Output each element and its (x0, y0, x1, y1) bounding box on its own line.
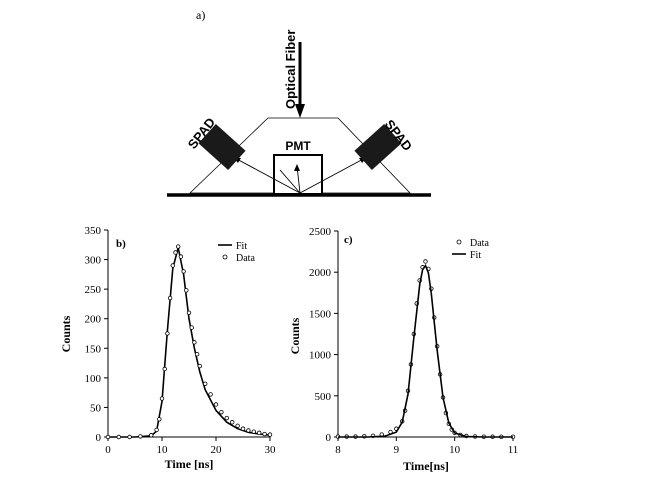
chart-b-data-point (184, 288, 189, 293)
chart-b-legend-swatch-marker (222, 254, 228, 260)
chart-b-y-tick-label: 100 (85, 373, 102, 385)
chart-b-y-tick-label: 200 (85, 314, 102, 326)
chart-b-data-point (138, 434, 143, 439)
chart-b-panel-label: b) (116, 238, 126, 250)
chart-b-data-point (159, 396, 165, 401)
chart-b-x-tick-label: 20 (211, 444, 223, 456)
chart-b-data-point (189, 325, 194, 330)
chart-b-x-tick-label: 0 (105, 444, 111, 456)
chart-b-data-point (208, 392, 213, 397)
chart-b-data-point (224, 415, 229, 421)
chart-b-x-axis-label: Time [ns] (165, 457, 214, 471)
chart-b-legend-label: Fit (236, 241, 247, 252)
chart-b-data-point (219, 409, 224, 415)
chart-b-data-point (170, 263, 175, 268)
panel-a-schematic: a) Optical Fiber PMT SPAD SPAD (167, 8, 431, 197)
ray-up-left (279, 169, 301, 194)
chart-b-data-point (116, 434, 121, 440)
chart-c-legend-label: Data (470, 238, 489, 249)
chart-c-y-tick-label: 0 (326, 432, 332, 444)
chart-b-y-tick-label: 0 (96, 432, 102, 444)
spad-right-detector (354, 123, 402, 171)
chart-b-legend-label: Data (236, 253, 255, 264)
chart-b-y-tick-label: 350 (85, 225, 102, 237)
chart-b-data-point (267, 432, 273, 437)
chart-c-x-tick-label: 11 (508, 444, 519, 456)
ray-up-arrowhead (294, 164, 300, 171)
chart-c-x-tick-label: 10 (449, 444, 461, 456)
chart-b-data-point (148, 433, 154, 438)
chart-c-legend-label: Fit (470, 250, 481, 261)
chart-b-data-point (167, 295, 173, 301)
chart-c-legend-swatch-marker (456, 239, 462, 245)
chart-b-data-point (202, 381, 208, 386)
panel-a-label: a) (196, 8, 205, 22)
chart-b-data-point (262, 431, 267, 437)
chart-c-series-fit-line (338, 263, 513, 438)
chart-c-y-tick-label: 1500 (309, 308, 332, 320)
chart-c-x-tick-label: 8 (335, 444, 341, 456)
chart-b: b) Time [ns] Counts 05010015020025030035… (59, 225, 276, 471)
chart-b-data-point (157, 417, 162, 422)
chart-b-data-point (246, 428, 251, 433)
chart-b-data-point (175, 244, 181, 249)
chart-c-panel-label: c) (344, 234, 353, 246)
chart-b-data-point (194, 352, 200, 357)
chart-b-data-point (235, 423, 240, 428)
chart-b-data-point (197, 363, 202, 369)
fiber-label: Optical Fiber (283, 30, 298, 109)
chart-c-data-point (423, 259, 428, 264)
chart-b-y-tick-label: 250 (85, 284, 102, 296)
chart-c: c) Time[ns] Counts 0 500 1000 1500 2000 2500 8… (288, 226, 518, 473)
chart-b-data-point (181, 269, 186, 274)
chart-b-data-point (162, 366, 167, 372)
chart-c-y-axis-label: Counts (288, 317, 302, 354)
chart-b-data-point (173, 250, 178, 255)
chart-c-y-tick-label: 2500 (309, 226, 332, 238)
chart-b-y-axis-label: Counts (59, 315, 73, 352)
chart-b-x-tick-label: 30 (265, 444, 277, 456)
chart-b-x-tick-label: 10 (157, 444, 169, 456)
chart-b-y-tick-label: 300 (85, 255, 102, 267)
fiber-arrowhead (295, 104, 305, 118)
spad-left-detector (198, 123, 246, 171)
chart-b-data-point (251, 429, 256, 434)
ray-right (299, 156, 368, 194)
chart-b-data-point (240, 426, 246, 431)
chart-c-y-tick-label: 500 (315, 391, 332, 403)
chart-c-x-axis-label: Time[ns] (403, 459, 449, 473)
chart-b-y-tick-label: 150 (85, 343, 102, 355)
trapezoid-housing (189, 117, 411, 194)
chart-b-data-point (154, 427, 159, 433)
chart-b-data-point (165, 331, 170, 336)
chart-b-data-point (178, 254, 184, 259)
chart-b-y-tick-label: 50 (90, 402, 102, 414)
pmt-label: PMT (285, 139, 311, 153)
ray-left (232, 156, 301, 194)
chart-c-y-tick-label: 1000 (309, 350, 332, 362)
chart-b-data-point (127, 434, 132, 440)
chart-b-series-fit-line (108, 247, 271, 438)
chart-b-data-point (229, 420, 235, 425)
chart-b-data-point (192, 340, 197, 345)
chart-b-data-point (105, 434, 111, 440)
chart-c-x-tick-label: 9 (394, 444, 400, 456)
chart-b-data-point (213, 402, 219, 407)
chart-b-data-point (186, 310, 192, 315)
chart-c-y-tick-label: 2000 (309, 267, 332, 279)
chart-b-data-point (257, 430, 262, 436)
